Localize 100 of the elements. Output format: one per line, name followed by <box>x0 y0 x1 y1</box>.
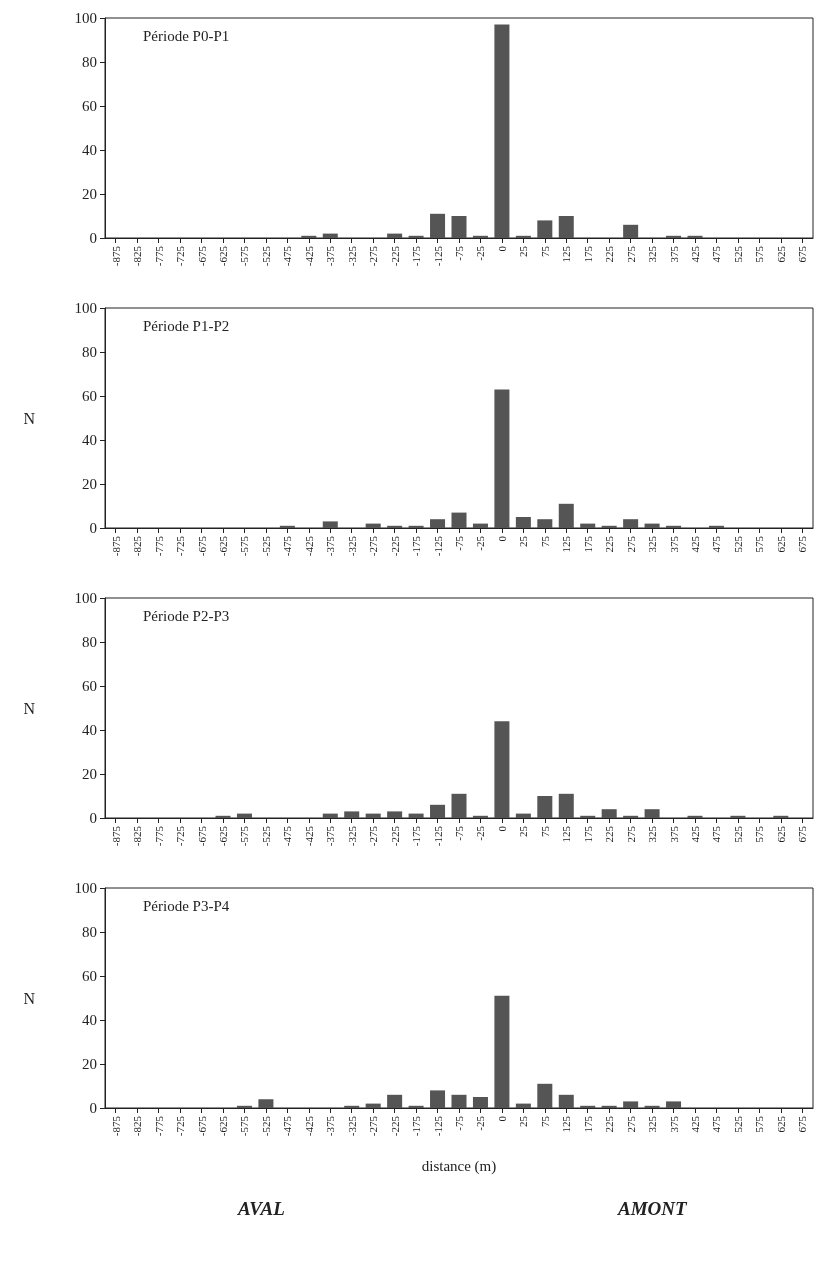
y-axis-title: N <box>23 989 36 1007</box>
bar <box>451 1094 467 1108</box>
x-tick-label: 525 <box>731 825 744 843</box>
bar <box>644 1105 660 1108</box>
x-tick-label: 0 <box>495 535 508 542</box>
x-tick-label: -825 <box>131 535 144 557</box>
bar <box>537 220 553 238</box>
x-tick-label: 675 <box>796 535 809 553</box>
bar <box>387 1094 403 1108</box>
x-tick-label: -125 <box>431 535 444 557</box>
y-tick-label: 0 <box>89 1100 97 1116</box>
x-tick-label: -525 <box>259 825 272 847</box>
bar <box>258 1099 274 1108</box>
y-tick-label: 60 <box>82 678 97 694</box>
x-tick-label: 175 <box>581 245 594 263</box>
y-tick-label: 100 <box>74 590 97 606</box>
x-tick-label: -75 <box>453 1115 465 1131</box>
x-tick-label: 0 <box>495 245 508 252</box>
x-tick-label: -275 <box>367 245 380 267</box>
x-tick-label: 75 <box>538 825 551 837</box>
bar <box>558 216 574 238</box>
x-tick-label: 675 <box>796 1115 809 1133</box>
x-tick-label: -525 <box>259 245 272 267</box>
x-tick-label: 425 <box>689 245 701 263</box>
y-tick-label: 100 <box>74 300 97 316</box>
y-tick-label: 0 <box>89 230 97 246</box>
x-tick-label: -475 <box>281 1115 294 1137</box>
y-axis-title: N <box>23 409 36 427</box>
bar <box>558 1094 574 1108</box>
bar <box>558 503 574 528</box>
x-tick-label: -375 <box>324 825 337 847</box>
x-tick-label: -225 <box>388 1115 401 1137</box>
x-tick-label: -375 <box>324 535 337 557</box>
bar <box>430 1090 446 1108</box>
x-tick-label: 25 <box>517 1115 530 1127</box>
bar <box>666 235 682 238</box>
bar <box>387 233 403 238</box>
x-tick-label: 225 <box>603 245 616 263</box>
x-tick-label: -675 <box>195 535 208 557</box>
x-axis-title: distance (m) <box>421 1157 497 1175</box>
y-tick-label: 40 <box>82 1012 97 1028</box>
bar <box>623 519 639 528</box>
x-tick-label: -325 <box>345 535 358 557</box>
x-tick-label: 25 <box>517 825 530 837</box>
x-tick-label: -525 <box>259 1115 272 1137</box>
bar <box>387 811 403 818</box>
y-tick-label: 100 <box>74 880 97 896</box>
bar <box>537 1083 553 1108</box>
x-tick-label: 125 <box>560 245 573 263</box>
x-tick-label: -875 <box>109 1115 122 1137</box>
bar <box>494 995 510 1108</box>
bar <box>623 815 639 818</box>
x-tick-label: -675 <box>195 245 208 267</box>
x-tick-label: -625 <box>217 245 229 267</box>
bar <box>236 813 252 818</box>
x-tick-label: -425 <box>302 245 315 267</box>
x-tick-label: -275 <box>367 1115 380 1137</box>
x-tick-label: -275 <box>367 535 380 557</box>
y-tick-label: 60 <box>82 968 97 984</box>
x-tick-label: -125 <box>431 825 444 847</box>
bar <box>623 224 639 238</box>
x-tick-label: 0 <box>495 1115 508 1122</box>
x-tick-label: 375 <box>667 245 680 263</box>
x-tick-label: -125 <box>431 1115 444 1137</box>
y-tick-label: 20 <box>82 1056 97 1072</box>
bar <box>773 815 789 818</box>
text: Période P2-P3 <box>143 607 230 624</box>
x-tick-label: -825 <box>131 245 144 267</box>
x-tick-label: -25 <box>474 535 487 551</box>
x-tick-label: -775 <box>152 1115 165 1137</box>
text: Période P1-P2 <box>143 317 230 334</box>
y-tick-label: 20 <box>82 766 97 782</box>
y-tick-label: 40 <box>82 142 97 158</box>
x-tick-label: 575 <box>753 245 766 263</box>
bar <box>472 1097 488 1108</box>
x-tick-label: 175 <box>581 825 594 843</box>
y-tick-label: 20 <box>82 476 97 492</box>
x-tick-label: 425 <box>689 1115 701 1133</box>
x-tick-label: -675 <box>195 1115 208 1137</box>
x-tick-label: 575 <box>753 1115 766 1133</box>
bar <box>472 523 488 528</box>
bar <box>730 815 746 818</box>
x-tick-label: -325 <box>345 1115 358 1137</box>
x-tick-label: 325 <box>646 245 659 263</box>
bar <box>494 389 510 528</box>
bar <box>601 809 617 818</box>
bar <box>344 1105 360 1108</box>
x-tick-label: -775 <box>152 535 165 557</box>
y-axis-title: N <box>23 699 36 717</box>
bar <box>451 512 467 528</box>
bar <box>580 1105 596 1108</box>
x-tick-label: 275 <box>624 245 637 263</box>
x-tick-label: 275 <box>624 825 637 843</box>
bar <box>472 235 488 238</box>
x-tick-label: -675 <box>195 825 208 847</box>
y-tick-label: 0 <box>89 810 97 826</box>
x-tick-label: -75 <box>453 535 465 551</box>
x-tick-label: 675 <box>796 825 809 843</box>
x-tick-label: -575 <box>238 1115 251 1137</box>
x-tick-label: -225 <box>388 825 401 847</box>
